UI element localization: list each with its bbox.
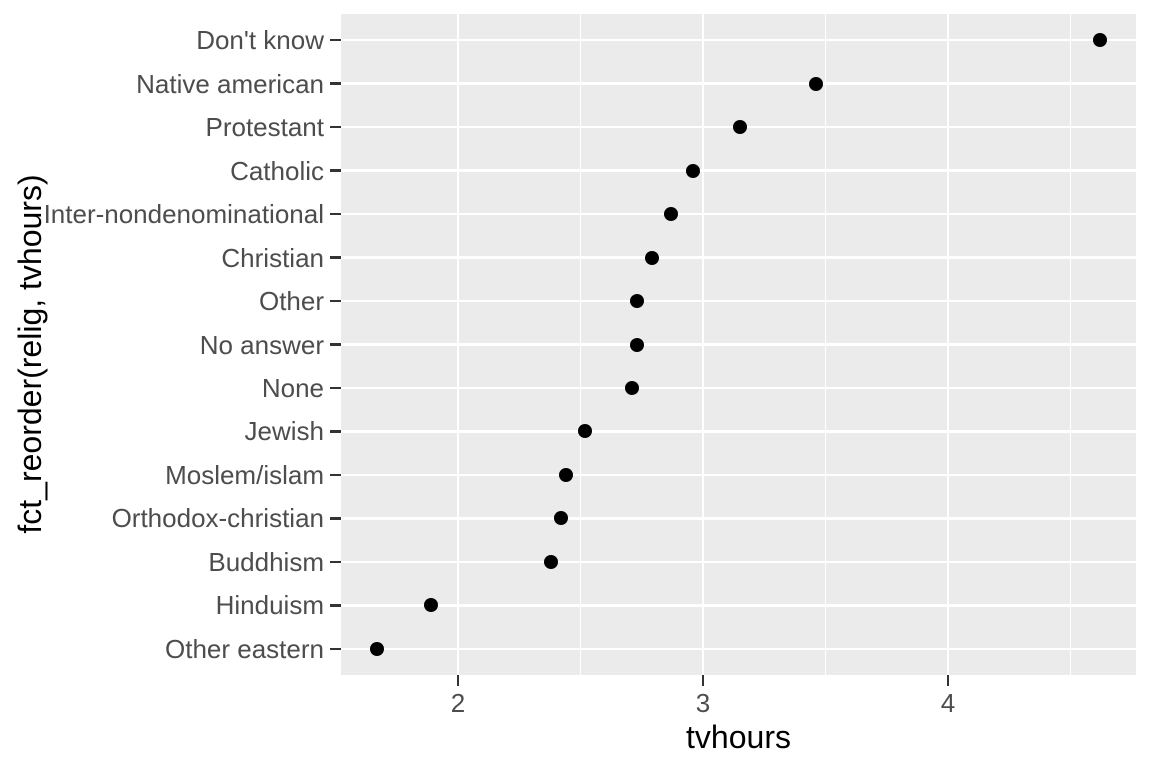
data-point xyxy=(424,598,439,613)
x-tick-label: 2 xyxy=(450,688,466,718)
gridline-major-y xyxy=(341,82,1136,85)
y-tick-mark xyxy=(330,647,341,651)
data-point xyxy=(624,380,639,395)
plot-panel xyxy=(341,14,1136,675)
data-point xyxy=(808,76,823,91)
y-tick-label: Other xyxy=(258,286,324,316)
gridline-major-y xyxy=(341,517,1136,520)
data-point xyxy=(644,250,659,265)
data-point xyxy=(732,120,747,135)
y-tick-label: Native american xyxy=(136,68,324,99)
gridline-major-y xyxy=(341,299,1136,303)
x-axis-title: tvhours xyxy=(686,719,791,755)
gridline-major-y xyxy=(341,343,1136,346)
data-point xyxy=(553,511,568,526)
data-point xyxy=(629,294,644,308)
y-tick-mark xyxy=(330,430,341,433)
y-tick-label: Orthodox-christian xyxy=(111,503,324,534)
y-tick-mark xyxy=(330,256,341,259)
data-point xyxy=(370,641,385,656)
x-tick-mark xyxy=(946,675,950,686)
gridline-major-y xyxy=(341,386,1136,390)
data-point xyxy=(629,337,644,352)
y-tick-mark xyxy=(330,38,341,42)
gridline-major-y xyxy=(341,256,1136,259)
gridline-major-y xyxy=(341,169,1136,172)
y-tick-label: Buddhism xyxy=(208,546,324,577)
gridline-major-y xyxy=(341,212,1136,216)
x-tick-label: 3 xyxy=(695,688,711,718)
y-tick-mark xyxy=(330,473,341,477)
gridline-major-y xyxy=(341,647,1136,651)
y-tick-mark xyxy=(330,560,341,564)
x-tick-label: 4 xyxy=(940,688,956,718)
data-point xyxy=(544,554,559,569)
y-tick-mark xyxy=(330,343,341,346)
y-tick-mark xyxy=(330,125,341,129)
y-tick-mark xyxy=(330,604,341,607)
x-tick-mark xyxy=(456,675,460,686)
y-tick-label: No answer xyxy=(199,329,324,360)
y-tick-label: Christian xyxy=(221,242,324,273)
data-point xyxy=(1092,33,1107,48)
y-tick-label: None xyxy=(261,372,324,403)
y-tick-mark xyxy=(330,82,341,85)
y-tick-mark xyxy=(330,299,341,303)
y-tick-label: Protestant xyxy=(205,112,324,143)
gridline-major-y xyxy=(341,38,1136,42)
y-tick-mark xyxy=(330,517,341,520)
gridline-major-y xyxy=(341,560,1136,564)
data-point xyxy=(578,424,593,439)
y-tick-mark xyxy=(330,169,341,172)
y-tick-mark xyxy=(330,212,341,216)
data-point xyxy=(558,467,573,482)
y-tick-label: Other eastern xyxy=(165,633,324,664)
y-tick-label: Jewish xyxy=(244,416,324,447)
y-tick-label: Don't know xyxy=(196,25,324,56)
data-point xyxy=(686,163,701,178)
data-point xyxy=(664,207,679,222)
y-tick-label: Inter-nondenominational xyxy=(43,199,324,230)
y-tick-label: Hinduism xyxy=(215,590,324,621)
y-tick-mark xyxy=(330,386,341,390)
gridline-major-y xyxy=(341,604,1136,607)
gridline-major-y xyxy=(341,430,1136,433)
gridline-major-y xyxy=(341,473,1136,477)
y-tick-label: Catholic xyxy=(230,155,324,186)
x-tick-mark xyxy=(701,675,705,686)
y-tick-label: Moslem/islam xyxy=(165,459,324,490)
